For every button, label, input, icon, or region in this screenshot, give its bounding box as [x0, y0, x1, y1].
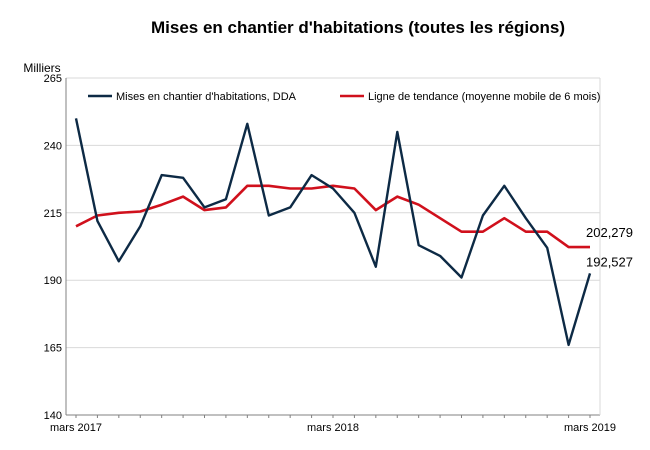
y-tick-label-190: 190	[44, 275, 62, 287]
y-axis-ticks: 140 165 190 215 240 265	[44, 73, 62, 422]
series-line-dda	[74, 118, 592, 347]
series-lines	[74, 118, 592, 347]
chart-title: Mises en chantier d'habitations (toutes …	[151, 18, 565, 37]
y-tick-label-140: 140	[44, 410, 62, 422]
x-tick-label: mars 2018	[307, 422, 359, 434]
gridlines	[66, 77, 600, 416]
x-axis-ticks: mars 2017 mars 2018 mars 2019	[50, 415, 616, 434]
y-axis-unit-label: Milliers	[23, 61, 60, 75]
y-tick-label-165: 165	[44, 343, 62, 355]
series-line-trend	[75, 184, 590, 249]
legend-entry-dda: Mises en chantier d'habitations, DDA	[116, 91, 297, 103]
data-annotations: 202,279 192,527	[586, 225, 633, 269]
y-tick-label-215: 215	[44, 208, 62, 220]
legend-entry-trend: Ligne de tendance (moyenne mobile de 6 m…	[368, 91, 600, 103]
x-tick-label: mars 2017	[50, 422, 102, 434]
annotation-label: 192,527	[586, 254, 633, 269]
y-tick-label-265: 265	[44, 73, 62, 85]
annotation-label: 202,279	[586, 225, 633, 240]
axes	[65, 78, 601, 416]
x-tick-label: mars 2019	[564, 422, 616, 434]
y-tick-label-240: 240	[44, 140, 62, 152]
legend: Mises en chantier d'habitations, DDA Lig…	[88, 91, 600, 103]
